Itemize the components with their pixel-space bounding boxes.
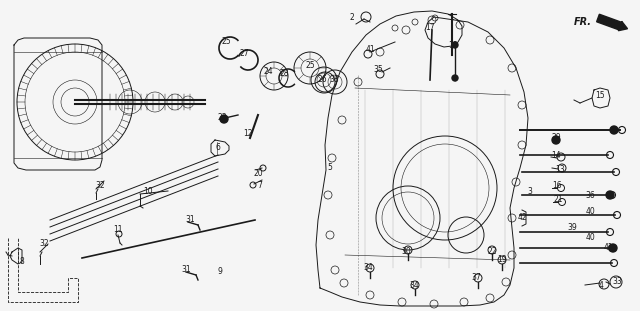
Text: 13: 13: [555, 165, 565, 174]
Text: 3: 3: [527, 188, 532, 197]
Text: 40: 40: [585, 233, 595, 242]
Circle shape: [220, 115, 228, 123]
Text: FR.: FR.: [574, 17, 592, 27]
Circle shape: [609, 244, 617, 252]
Circle shape: [452, 42, 458, 48]
Text: 25: 25: [305, 61, 315, 69]
Text: 25: 25: [221, 38, 231, 47]
Text: 28: 28: [279, 69, 289, 78]
Text: 32: 32: [39, 239, 49, 248]
Text: 16: 16: [552, 180, 562, 189]
Text: 41: 41: [365, 45, 375, 54]
Text: 21: 21: [553, 196, 563, 205]
Text: 32: 32: [95, 182, 105, 191]
Text: 35: 35: [373, 66, 383, 75]
Text: 30: 30: [401, 248, 411, 257]
Text: 31: 31: [185, 216, 195, 225]
Text: 27: 27: [239, 49, 249, 58]
Text: 4: 4: [598, 281, 604, 290]
Circle shape: [606, 191, 614, 199]
Text: 39: 39: [567, 224, 577, 233]
Text: 11: 11: [113, 225, 123, 234]
Text: 38: 38: [329, 76, 339, 85]
Text: 15: 15: [595, 91, 605, 100]
Text: 36: 36: [585, 191, 595, 199]
Text: 29: 29: [551, 133, 561, 142]
Text: 22: 22: [487, 248, 497, 257]
Text: 41: 41: [603, 244, 613, 253]
FancyArrow shape: [596, 14, 627, 31]
Text: 9: 9: [218, 267, 223, 276]
Text: 37: 37: [471, 273, 481, 282]
Text: 26: 26: [317, 76, 327, 85]
Text: 40: 40: [585, 207, 595, 216]
Text: 33: 33: [612, 277, 622, 286]
Text: 6: 6: [216, 143, 220, 152]
Text: 8: 8: [20, 258, 24, 267]
Text: 20: 20: [253, 169, 263, 178]
Circle shape: [452, 75, 458, 81]
Text: 14: 14: [551, 151, 561, 160]
Text: 2: 2: [349, 13, 355, 22]
Text: 18: 18: [448, 40, 458, 49]
Text: 42: 42: [517, 213, 527, 222]
Circle shape: [610, 126, 618, 134]
Text: 1: 1: [450, 13, 454, 22]
Text: 12: 12: [243, 128, 253, 137]
Text: 10: 10: [143, 188, 153, 197]
Text: 17: 17: [425, 24, 435, 33]
Circle shape: [552, 136, 560, 144]
Text: 19: 19: [497, 256, 507, 264]
Text: 31: 31: [181, 266, 191, 275]
Text: 5: 5: [328, 164, 332, 173]
Text: 34: 34: [409, 281, 419, 290]
Text: 24: 24: [263, 67, 273, 77]
Text: 23: 23: [217, 114, 227, 123]
Text: 34: 34: [363, 263, 373, 272]
Text: 7: 7: [257, 182, 262, 191]
